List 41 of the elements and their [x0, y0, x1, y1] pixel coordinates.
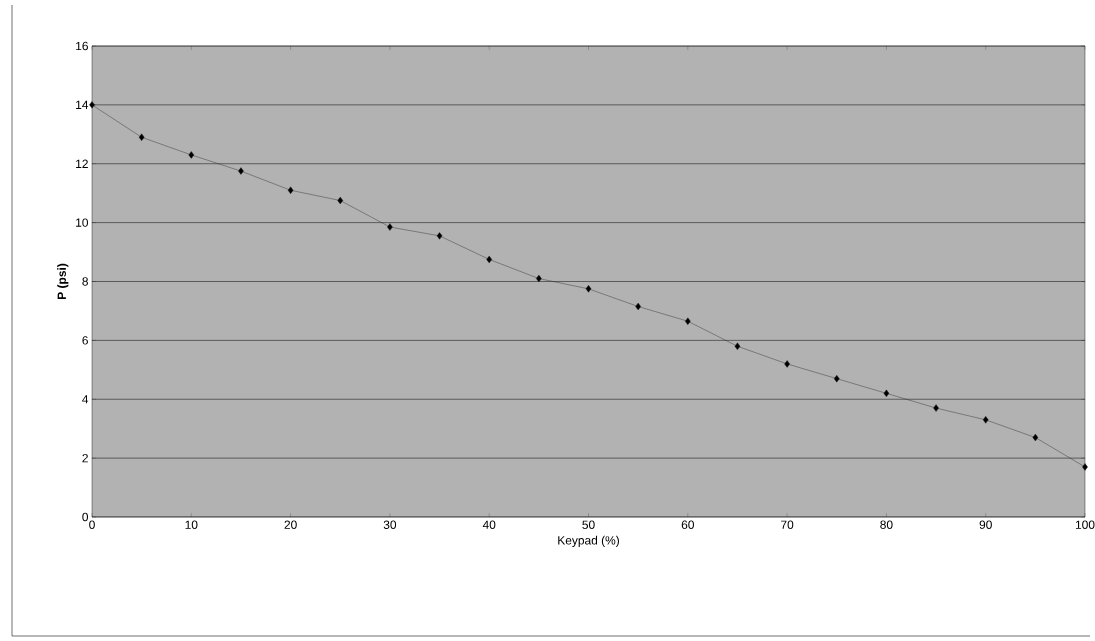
- y-tick-label: 12: [76, 159, 88, 168]
- point: [188, 151, 195, 159]
- point: [684, 317, 691, 325]
- point: [337, 196, 344, 205]
- x-tick-label: 10: [185, 520, 198, 529]
- x-axis-title: Keypad (%): [558, 535, 619, 547]
- y-tick-label: 6: [82, 336, 88, 345]
- point: [833, 374, 840, 383]
- y-tick-label: 4: [82, 395, 89, 404]
- x-tick-label: 0: [89, 520, 95, 529]
- point: [89, 101, 95, 109]
- x-tick-label: 70: [781, 520, 794, 529]
- x-tick-label: 60: [681, 520, 694, 529]
- x-tick-label: 90: [979, 520, 992, 529]
- x-tick-label: 20: [284, 520, 297, 529]
- point: [982, 416, 989, 424]
- point: [138, 133, 145, 141]
- x-tick-label: 100: [1075, 520, 1095, 529]
- x-tick-label: 30: [383, 520, 397, 529]
- y-tick-label: 0: [82, 512, 89, 522]
- point: [933, 404, 939, 412]
- point: [436, 232, 443, 240]
- y-tick-label: 2: [82, 453, 88, 463]
- y-tick-label: 14: [76, 100, 89, 109]
- point: [784, 360, 790, 368]
- point: [486, 255, 493, 264]
- point: [1032, 433, 1039, 442]
- point: [238, 167, 244, 175]
- point: [883, 389, 890, 398]
- point: [387, 223, 393, 231]
- point: [1082, 463, 1088, 471]
- y-axis-title: P (psi): [57, 263, 69, 299]
- x-tick-label: 40: [482, 520, 496, 529]
- y-tick-label: 16: [76, 41, 88, 51]
- y-tick-label: 8: [82, 277, 88, 286]
- point: [287, 186, 294, 194]
- x-tick-label: 50: [582, 520, 595, 529]
- point: [585, 285, 592, 293]
- x-tick-label: 80: [880, 520, 893, 529]
- y-tick-label: 10: [76, 218, 89, 227]
- point: [734, 342, 741, 350]
